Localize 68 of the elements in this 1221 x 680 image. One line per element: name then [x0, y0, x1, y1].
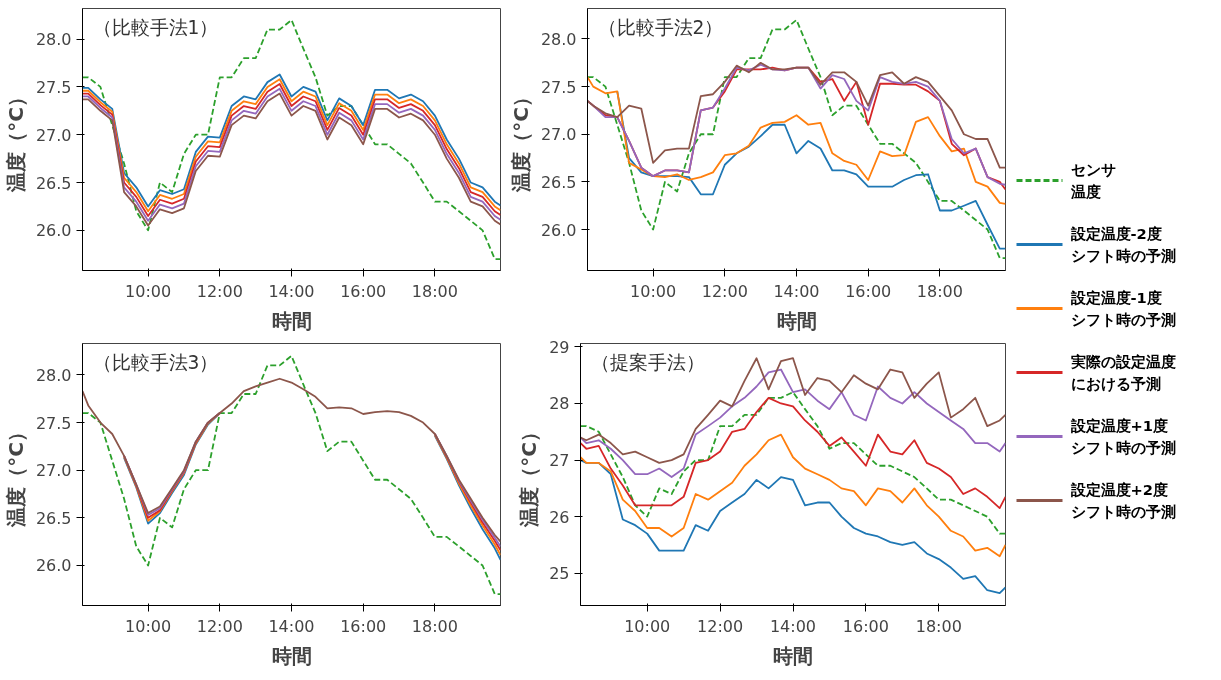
y-tick-label: 27	[549, 451, 570, 471]
y-tick-label: 26.0	[35, 221, 72, 241]
y-axis-title: 温度（°C）	[517, 422, 542, 528]
x-tick-label: 18:00	[411, 281, 458, 301]
line-series	[82, 19, 501, 260]
y-tick-label: 28.0	[540, 29, 577, 49]
x-tick-label: 10:00	[624, 616, 671, 636]
x-tick-label: 18:00	[915, 616, 962, 636]
line-series	[587, 19, 1006, 260]
line-series	[587, 76, 1006, 205]
text: （比較手法2）	[597, 16, 724, 38]
legend-label: センサ温度	[1069, 160, 1116, 201]
x-tick-label: 14:00	[769, 616, 817, 636]
line-series	[82, 377, 501, 543]
x-axis-title: 時間	[271, 643, 312, 668]
text: （比較手法3）	[92, 351, 219, 373]
x-tick-label: 14:00	[268, 616, 315, 636]
line-series	[587, 61, 1006, 169]
x-tick-label: 16:00	[340, 281, 387, 301]
x-axis-title: 時間	[271, 308, 312, 333]
x-tick-label: 12:00	[697, 616, 744, 636]
y-tick-label: 26.0	[35, 556, 72, 576]
y-tick-label: 26.5	[35, 173, 72, 193]
y-tick-label: 27.0	[35, 125, 72, 145]
x-tick-label: 18:00	[411, 616, 458, 636]
y-tick-label: 26.5	[35, 508, 72, 528]
legend-label: 設定温度+1度シフト時の予測	[1069, 416, 1176, 457]
line-series	[580, 459, 1006, 594]
y-tick-label: 28.0	[35, 30, 72, 50]
y-tick-label: 26.0	[540, 220, 577, 240]
x-tick-label: 10:00	[125, 281, 172, 301]
line-series	[82, 354, 501, 595]
x-tick-label: 18:00	[916, 281, 963, 301]
legend-label: 実際の設定温度における予測	[1069, 352, 1176, 394]
legend-label: 設定温度-2度シフト時の予測	[1069, 224, 1176, 265]
line-series	[580, 391, 1006, 535]
x-tick-label: 12:00	[701, 281, 748, 301]
text: （提案手法）	[590, 351, 705, 373]
y-tick-label: 26	[549, 507, 570, 527]
x-tick-label: 16:00	[340, 616, 387, 636]
y-tick-label: 27.0	[540, 125, 577, 145]
x-tick-label: 16:00	[842, 616, 889, 636]
line-series	[580, 433, 1006, 558]
x-tick-label: 14:00	[773, 281, 820, 301]
y-tick-label: 25	[549, 564, 570, 584]
x-tick-label: 12:00	[196, 281, 243, 301]
x-tick-label: 16:00	[845, 281, 892, 301]
y-tick-label: 27.5	[35, 77, 72, 97]
y-axis-title: 温度（°C）	[3, 87, 28, 193]
y-tick-label: 27.5	[35, 413, 72, 433]
y-tick-label: 29	[549, 337, 570, 357]
legend-label: 設定温度-1度シフト時の予測	[1069, 288, 1176, 329]
y-axis-title: 温度（°C）	[508, 87, 533, 193]
y-tick-label: 26.5	[540, 172, 577, 192]
x-tick-label: 14:00	[268, 281, 315, 301]
y-tick-label: 27.5	[540, 77, 577, 97]
x-axis-title: 時間	[776, 308, 817, 333]
y-axis-title: 温度（°C）	[3, 422, 28, 528]
legend-label: 設定温度+2度シフト時の予測	[1069, 480, 1176, 521]
chart-title: （比較手法1）	[92, 16, 219, 38]
x-tick-label: 10:00	[630, 281, 677, 301]
y-tick-label: 28.0	[35, 365, 72, 385]
x-tick-label: 12:00	[196, 616, 243, 636]
y-tick-label: 28	[549, 394, 570, 414]
x-tick-label: 10:00	[125, 616, 172, 636]
y-tick-label: 27.0	[35, 461, 72, 481]
line-series	[580, 396, 1006, 510]
x-axis-title: 時間	[773, 643, 813, 668]
